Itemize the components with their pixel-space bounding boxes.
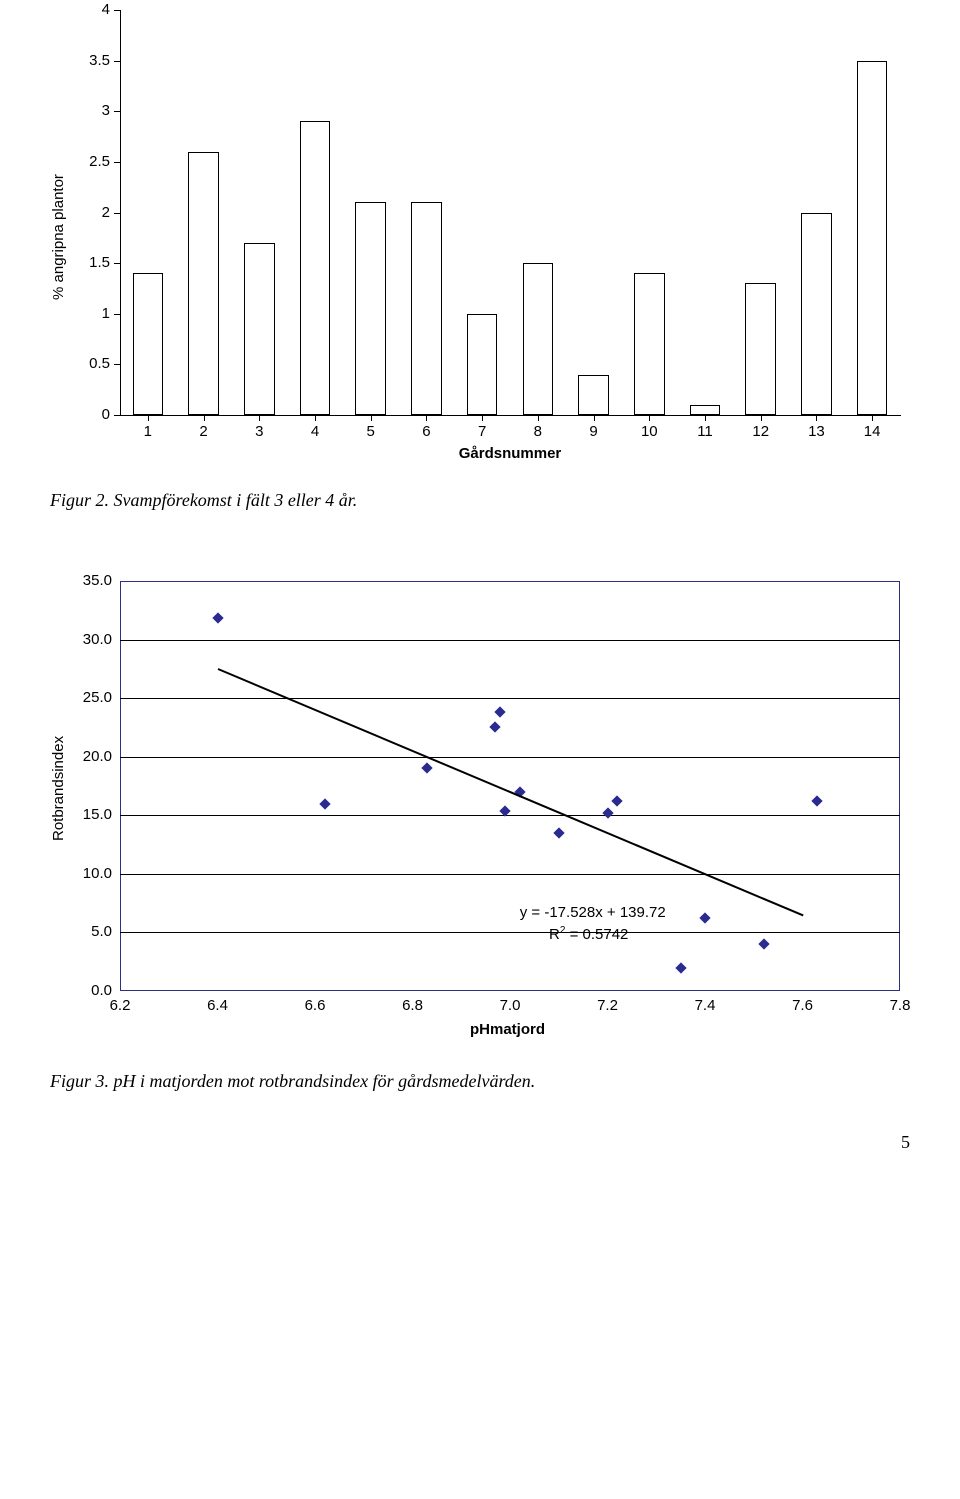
- bar-x-tick: [538, 415, 539, 421]
- bar: [244, 243, 275, 415]
- bar-x-tick-label: 1: [133, 423, 163, 440]
- bar: [690, 405, 721, 415]
- bar-x-tick-label: 12: [746, 423, 776, 440]
- scatter-y-tick-label: 20.0: [64, 748, 112, 765]
- bar-y-tick-label: 3.5: [70, 52, 110, 69]
- bar-y-tick-label: 2.5: [70, 153, 110, 170]
- scatter-x-tick-label: 6.2: [100, 997, 140, 1014]
- bar: [355, 202, 386, 415]
- scatter-chart: Rotbrandsindex pHmatjord 35.030.025.020.…: [50, 581, 910, 1051]
- bar-y-tick-label: 1.5: [70, 254, 110, 271]
- scatter-y-tick-label: 25.0: [64, 689, 112, 706]
- bar-y-tick: [114, 415, 120, 416]
- bar-y-tick-label: 2: [70, 204, 110, 221]
- bar-y-tick: [114, 314, 120, 315]
- bar-y-tick-label: 1: [70, 305, 110, 322]
- bar: [634, 273, 665, 415]
- bar-y-tick: [114, 111, 120, 112]
- bar-x-tick-label: 6: [411, 423, 441, 440]
- bar-x-tick: [649, 415, 650, 421]
- page-number: 5: [50, 1132, 910, 1153]
- bar-plot-area: [120, 10, 901, 416]
- bar-y-tick: [114, 263, 120, 264]
- bar-x-tick: [872, 415, 873, 421]
- bar-x-tick-label: 3: [244, 423, 274, 440]
- bar-y-tick-label: 4: [70, 1, 110, 18]
- scatter-y-tick-label: 35.0: [64, 572, 112, 589]
- bar-x-tick-label: 8: [523, 423, 553, 440]
- bar-chart: % angripna plantor Gårdsnummer 4 3.5 3 2.5 2…: [50, 10, 910, 470]
- bar-x-tick: [816, 415, 817, 421]
- bar-y-tick: [114, 61, 120, 62]
- scatter-x-axis-title: pHmatjord: [470, 1021, 545, 1038]
- bar: [188, 152, 219, 415]
- scatter-plot-area: [120, 581, 900, 991]
- bar-x-tick-label: 5: [356, 423, 386, 440]
- bar-x-tick: [371, 415, 372, 421]
- bar-x-tick-label: 13: [801, 423, 831, 440]
- scatter-x-tick-label: 7.6: [783, 997, 823, 1014]
- scatter-gridline: [120, 815, 900, 816]
- bar: [300, 121, 331, 415]
- scatter-y-tick-label: 10.0: [64, 865, 112, 882]
- scatter-y-tick-label: 5.0: [64, 923, 112, 940]
- scatter-gridline: [120, 640, 900, 641]
- scatter-x-tick-label: 7.4: [685, 997, 725, 1014]
- bar: [133, 273, 164, 415]
- bar-x-tick: [204, 415, 205, 421]
- bar-x-tick-label: 9: [579, 423, 609, 440]
- bar-y-tick: [114, 213, 120, 214]
- bar-x-axis-title: Gårdsnummer: [120, 445, 900, 462]
- scatter-x-tick-label: 7.8: [880, 997, 920, 1014]
- scatter-gridline: [120, 698, 900, 699]
- spacer: [50, 511, 910, 581]
- bar-x-tick: [705, 415, 706, 421]
- bar: [745, 283, 776, 415]
- bar: [578, 375, 609, 416]
- bar-y-tick: [114, 162, 120, 163]
- bar-y-tick-label: 0.5: [70, 355, 110, 372]
- bar-y-tick: [114, 364, 120, 365]
- bar: [801, 213, 832, 416]
- bar-y-tick-label: 3: [70, 102, 110, 119]
- bar-x-tick: [259, 415, 260, 421]
- bar: [411, 202, 442, 415]
- bar: [523, 263, 554, 415]
- bar-x-tick-label: 7: [467, 423, 497, 440]
- scatter-x-tick-label: 6.8: [393, 997, 433, 1014]
- scatter-gridline: [120, 757, 900, 758]
- bar-x-tick-label: 14: [857, 423, 887, 440]
- bar-y-axis-title: % angripna plantor: [50, 174, 67, 300]
- bar-x-tick-label: 10: [634, 423, 664, 440]
- bar-x-tick-label: 2: [189, 423, 219, 440]
- bar-x-tick-label: 11: [690, 423, 720, 440]
- scatter-x-tick-label: 6.6: [295, 997, 335, 1014]
- scatter-x-tick-label: 6.4: [198, 997, 238, 1014]
- bar-x-tick: [482, 415, 483, 421]
- bar-x-tick: [426, 415, 427, 421]
- bar: [467, 314, 498, 415]
- scatter-y-tick-label: 15.0: [64, 806, 112, 823]
- scatter-gridline: [120, 874, 900, 875]
- bar-y-tick: [114, 10, 120, 11]
- bar-x-tick-label: 4: [300, 423, 330, 440]
- scatter-x-tick-label: 7.2: [588, 997, 628, 1014]
- bar-x-tick: [761, 415, 762, 421]
- trend-equation: y = -17.528x + 139.72: [520, 904, 666, 921]
- page: % angripna plantor Gårdsnummer 4 3.5 3 2.5 2…: [0, 0, 960, 1183]
- figure-3-caption: Figur 3. pH i matjorden mot rotbrandsind…: [50, 1071, 910, 1092]
- bar: [857, 61, 888, 415]
- scatter-gridline: [120, 932, 900, 933]
- bar-x-tick: [148, 415, 149, 421]
- bar-y-tick-label: 0: [70, 406, 110, 423]
- scatter-y-tick-label: 30.0: [64, 631, 112, 648]
- scatter-x-tick-label: 7.0: [490, 997, 530, 1014]
- bar-x-tick: [315, 415, 316, 421]
- trend-r2: R2 = 0.5742: [549, 925, 628, 943]
- figure-2-caption: Figur 2. Svampförekomst i fält 3 eller 4…: [50, 490, 910, 511]
- bar-x-tick: [594, 415, 595, 421]
